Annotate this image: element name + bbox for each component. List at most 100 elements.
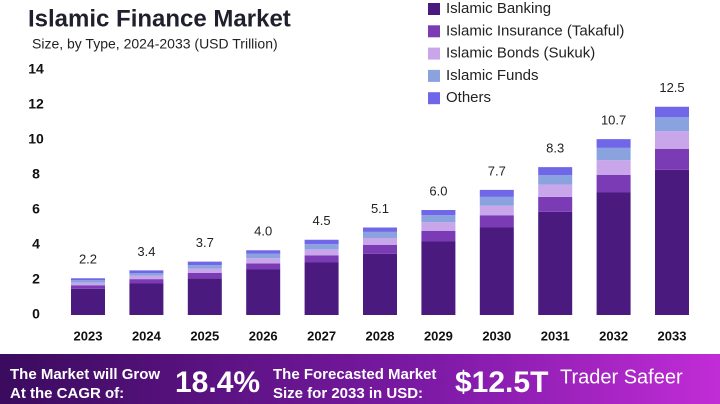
bar-segment xyxy=(363,227,397,232)
legend-label: Others xyxy=(446,89,491,106)
bar-segment xyxy=(304,249,339,256)
x-tick-label: 2028 xyxy=(366,328,395,343)
bar-segment xyxy=(246,269,281,315)
bar-segment xyxy=(421,215,456,223)
x-tick-label: 2031 xyxy=(541,328,570,343)
bar-segment xyxy=(129,279,164,284)
bar-segment xyxy=(596,192,631,315)
bar-segment xyxy=(655,106,689,118)
bar-segment xyxy=(363,238,397,245)
bar-segment xyxy=(596,175,631,193)
total-label: 6.0 xyxy=(429,183,447,198)
y-tick-label: 10 xyxy=(28,131,44,147)
bar-segment xyxy=(187,265,222,269)
bar-segment xyxy=(479,215,514,228)
bar-segment xyxy=(479,205,514,216)
total-label: 2.2 xyxy=(79,252,97,267)
bar-segment xyxy=(71,278,105,280)
total-label: 8.3 xyxy=(546,141,564,156)
legend-label: Islamic Banking xyxy=(446,0,551,17)
total-label: 7.7 xyxy=(488,163,506,178)
y-tick-label: 6 xyxy=(32,201,40,217)
legend-swatch xyxy=(428,69,440,82)
bar-segment xyxy=(655,117,689,132)
legend-label: Islamic Funds xyxy=(446,67,539,84)
x-tick-label: 2027 xyxy=(307,328,336,343)
total-label: 3.4 xyxy=(137,244,155,259)
bar-segment xyxy=(479,196,514,206)
footer-text: The Forecasted Market xyxy=(273,366,436,383)
bar-segment xyxy=(363,245,397,254)
legend-swatch xyxy=(428,3,440,15)
bar-segment xyxy=(655,131,689,149)
bar-segment xyxy=(71,285,105,289)
legend-swatch xyxy=(428,92,440,105)
legend-label: Islamic Insurance (Takaful) xyxy=(446,22,624,39)
y-tick-label: 14 xyxy=(28,61,44,77)
x-tick-label: 2025 xyxy=(190,328,219,343)
bar-segment xyxy=(129,270,164,273)
x-tick-label: 2024 xyxy=(132,328,162,343)
y-tick-label: 8 xyxy=(32,166,40,182)
bar-segment xyxy=(421,231,456,242)
bar-segment xyxy=(538,184,573,197)
bar-segment xyxy=(596,160,631,175)
total-label: 3.7 xyxy=(196,235,214,250)
bar-segment xyxy=(71,282,105,286)
y-tick-label: 12 xyxy=(28,96,44,112)
total-label: 4.0 xyxy=(254,224,272,239)
bar-segment xyxy=(421,222,456,231)
legend-label: Islamic Bonds (Sukuk) xyxy=(446,45,595,62)
bar-segment xyxy=(187,278,222,315)
bar-segment xyxy=(304,255,339,263)
bar-segment xyxy=(246,253,281,259)
bar-segment xyxy=(187,273,222,279)
chart-title: Islamic Finance Market xyxy=(28,5,291,32)
bar-segment xyxy=(304,239,339,245)
bar-segment xyxy=(129,283,164,315)
x-tick-label: 2030 xyxy=(482,328,511,343)
x-tick-label: 2026 xyxy=(249,328,278,343)
bar-segment xyxy=(129,275,164,280)
x-tick-label: 2033 xyxy=(658,328,687,343)
bar-segment xyxy=(363,253,397,315)
y-tick-label: 0 xyxy=(32,306,40,322)
y-tick-label: 4 xyxy=(32,236,40,252)
footer-text: Size for 2033 in USD: xyxy=(273,385,423,402)
x-tick-label: 2032 xyxy=(599,328,628,343)
bar-segment xyxy=(596,139,631,148)
bar-segment xyxy=(129,273,164,276)
bar-segment xyxy=(538,175,573,185)
bar-segment xyxy=(538,211,573,315)
bar-segment xyxy=(479,189,514,197)
bar-segment xyxy=(538,196,573,212)
total-label: 4.5 xyxy=(313,213,331,228)
bar-segment xyxy=(71,280,105,283)
x-tick-label: 2029 xyxy=(424,328,453,343)
bar-segment xyxy=(246,258,281,264)
bar-segment xyxy=(596,147,631,161)
bar-segment xyxy=(421,210,456,216)
bar-segment xyxy=(246,263,281,270)
bar-segment xyxy=(655,169,689,315)
footer-text: At the CAGR of: xyxy=(10,385,124,402)
total-label: 10.7 xyxy=(601,113,626,128)
x-tick-label: 2023 xyxy=(74,328,103,343)
bar-segment xyxy=(304,262,339,315)
bar-segment xyxy=(363,231,397,238)
bar-segment xyxy=(187,268,222,273)
bar-segment xyxy=(421,241,456,315)
bar-segment xyxy=(246,250,281,254)
bar-segment xyxy=(479,227,514,315)
bar-segment xyxy=(71,288,105,315)
bar-segment xyxy=(538,167,573,175)
total-label: 12.5 xyxy=(659,80,684,95)
footer-text: The Market will Grow xyxy=(10,366,160,383)
y-tick-label: 2 xyxy=(32,271,40,287)
chart-subtitle: Size, by Type, 2024-2033 (USD Trillion) xyxy=(32,36,278,52)
legend-swatch xyxy=(428,47,440,60)
bar-segment xyxy=(304,244,339,250)
footer-banner xyxy=(0,354,720,404)
legend-swatch xyxy=(428,25,440,38)
bar-segment xyxy=(187,261,222,266)
